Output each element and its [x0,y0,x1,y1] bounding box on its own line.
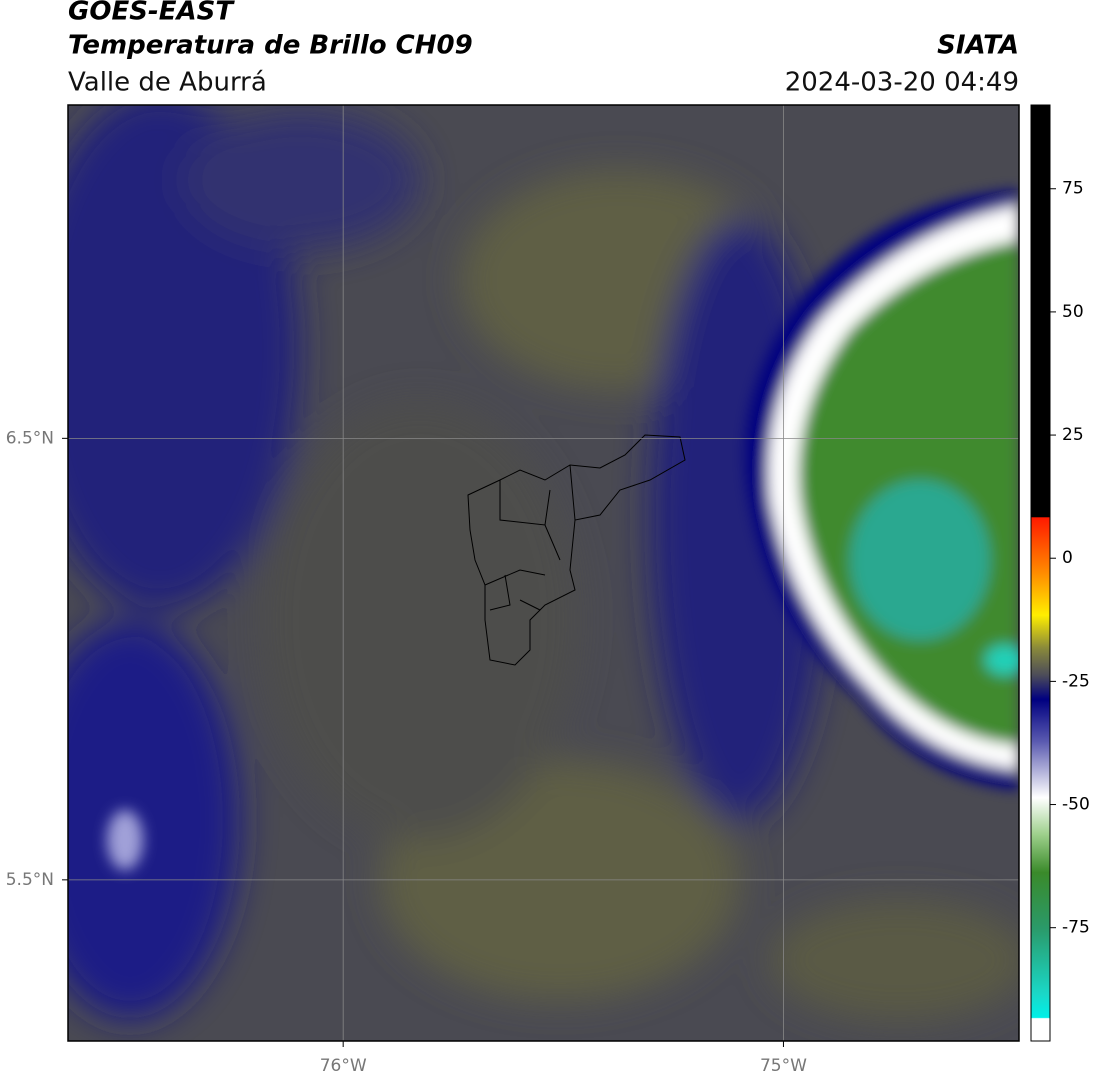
municipal-boundaries [467,434,686,666]
colorbar-tick-label: -25 [1062,671,1090,691]
title: GOES-EAST [68,0,235,27]
x-tick-label: 75°W [760,1056,807,1076]
y-tick-label: 5.5°N [6,870,54,890]
colorbar-tick-label: 25 [1062,425,1084,445]
map-frame [67,104,1020,1042]
colorbar-tick-label: 0 [1062,548,1073,568]
subtitle: Temperatura de Brillo CH09 [68,31,473,61]
source: SIATA [937,31,1019,61]
satellite-image [68,105,1019,1041]
timestamp: 2024-03-20 04:49 [785,68,1019,98]
colorbar-tick-label: 75 [1062,179,1084,199]
colorbar-tick-label: -50 [1062,795,1090,815]
region: Valle de Aburrá [68,68,267,98]
colorbar [1030,104,1051,1042]
y-tick-label: 6.5°N [6,428,54,448]
colorbar-tick-label: 50 [1062,302,1084,322]
colorbar-tick-label: -75 [1062,918,1090,938]
x-tick-label: 76°W [320,1056,367,1076]
